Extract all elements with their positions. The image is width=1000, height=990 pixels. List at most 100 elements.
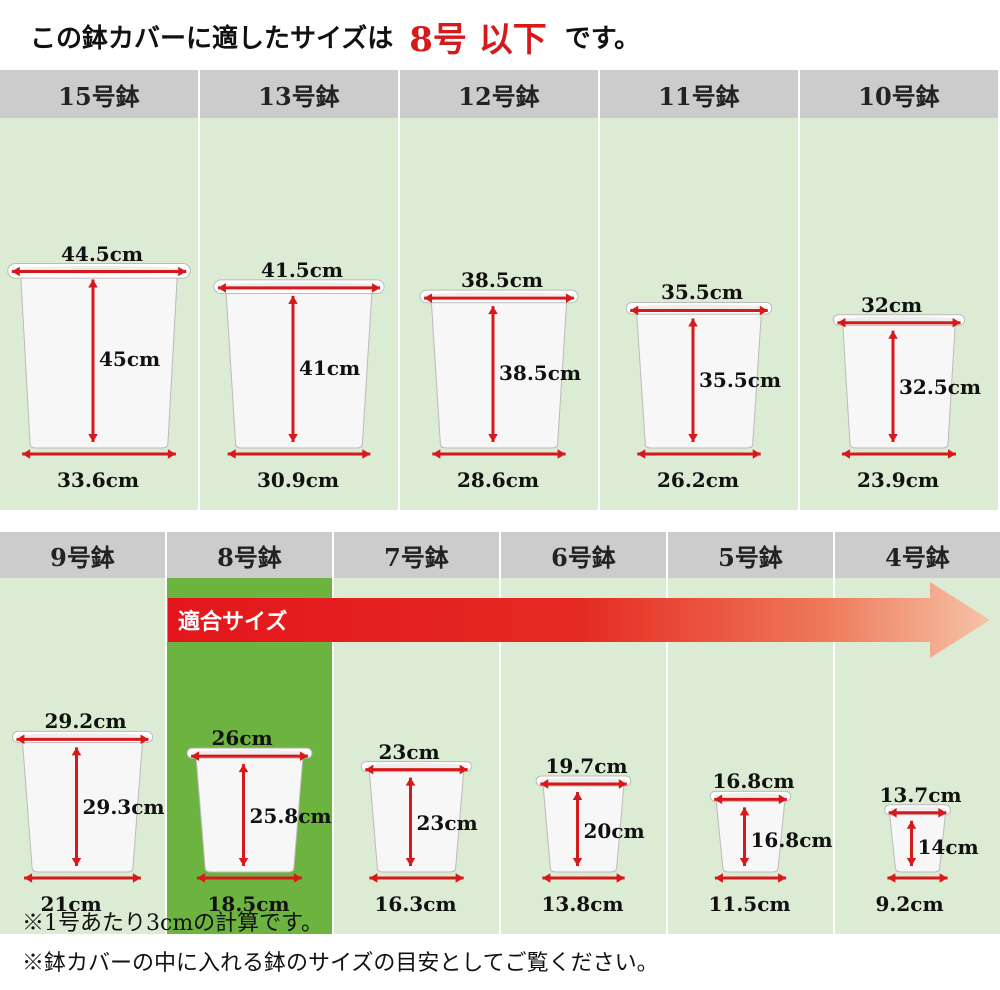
pot-size-header: 13号鉢 [200, 70, 398, 118]
height-label: 23cm [416, 811, 478, 836]
top-diameter-label: 26cm [211, 726, 273, 751]
pot-drawing [11, 730, 154, 883]
bottom-diameter-label: 9.2cm [875, 892, 944, 916]
pot-column-11号鉢: 11号鉢 35.5cm 35.5cm 26.2cm [600, 70, 798, 510]
bottom-diameter-arrow [227, 449, 371, 459]
pot-drawing [419, 289, 579, 459]
pot-size-header: 4号鉢 [835, 532, 1000, 578]
top-diameter-label: 32cm [861, 292, 923, 317]
pot-drawing [186, 747, 313, 883]
pot-drawing [832, 314, 966, 459]
pot-column-12号鉢: 12号鉢 38.5cm 38.5cm 28.6cm [400, 70, 598, 510]
height-label: 25.8cm [249, 803, 332, 828]
pot-size-header: 10号鉢 [800, 70, 998, 118]
height-label: 35.5cm [699, 367, 782, 392]
top-diameter-label: 35.5cm [661, 280, 744, 305]
bottom-diameter-label: 26.2cm [657, 468, 740, 492]
height-arrow [88, 279, 98, 442]
top-diameter-label: 38.5cm [461, 268, 544, 293]
pot-drawing [7, 263, 191, 459]
top-diameter-arrow [714, 794, 787, 805]
top-diameter-arrow [191, 751, 308, 761]
height-arrow [238, 764, 249, 866]
title-suffix: です。 [564, 23, 641, 54]
bottom-diameter-arrow [842, 449, 956, 459]
note-1: ※1号あたり3cmの計算です。 [22, 911, 323, 936]
pot-drawing [709, 790, 792, 883]
pot-size-header: 6号鉢 [501, 532, 666, 578]
top-diameter-label: 19.7cm [545, 754, 628, 778]
height-label: 32.5cm [899, 374, 982, 399]
bottom-diameter-label: 13.8cm [541, 892, 624, 916]
height-arrow [739, 807, 750, 866]
pot-size-header: 9号鉢 [0, 532, 165, 578]
note-2: ※鉢カバーの中に入れる鉢のサイズの目安としてご覧ください。 [22, 951, 659, 976]
bottom-diameter-arrow [714, 873, 787, 883]
height-arrow [288, 295, 298, 442]
height-label: 29.3cm [82, 794, 165, 819]
page-title: この鉢カバーに適したサイズは 8号 以下 です。 [30, 16, 641, 60]
bottom-diameter-label: 23.9cm [857, 468, 940, 492]
height-label: 20cm [583, 819, 645, 844]
bottom-diameter-label: 16.3cm [374, 892, 457, 916]
bottom-diameter-arrow [432, 449, 566, 459]
height-arrow [71, 747, 82, 866]
height-arrow [405, 777, 416, 866]
pot-size-header: 5号鉢 [668, 532, 833, 578]
top-diameter-arrow [16, 734, 149, 745]
height-label: 41cm [299, 355, 361, 380]
pot-shape [7, 263, 191, 449]
fit-arrow-shape [168, 582, 990, 658]
top-diameter-label: 29.2cm [44, 709, 127, 734]
title-prefix: この鉢カバーに適したサイズは [30, 23, 394, 54]
height-arrow [906, 820, 917, 866]
top-diameter-arrow [217, 283, 381, 293]
top-diameter-label: 23cm [378, 739, 440, 764]
height-label: 45cm [99, 346, 161, 371]
top-diameter-arrow [11, 266, 187, 277]
bottom-diameter-arrow [887, 873, 948, 883]
height-label: 16.8cm [750, 827, 833, 852]
bottom-diameter-label: 18.5cm [207, 892, 290, 916]
top-diameter-arrow [630, 305, 768, 316]
pot-column-15号鉢: 15号鉢 44.5cm 45cm 33.6cm [0, 70, 198, 510]
height-label: 38.5cm [499, 361, 582, 386]
pot-column-9号鉢: 9号鉢 29.2cm 29.3cm 21cm [0, 532, 165, 934]
pot-size-header: 8号鉢 [167, 532, 332, 578]
pot-column-13号鉢: 13号鉢 41.5cm 41cm 30.9cm [200, 70, 398, 510]
top-diameter-label: 13.7cm [879, 782, 962, 807]
bottom-diameter-arrow [542, 873, 625, 883]
pot-size-header: 15号鉢 [0, 70, 198, 118]
bottom-diameter-arrow [22, 449, 176, 459]
pot-drawing [360, 761, 473, 883]
bottom-diameter-label: 21cm [40, 892, 102, 916]
fit-size-label: 適合サイズ [178, 610, 288, 635]
top-diameter-label: 41.5cm [261, 257, 344, 282]
pot-drawing [535, 775, 632, 883]
bottom-diameter-arrow [24, 873, 141, 883]
pot-drawing [884, 804, 951, 883]
height-arrow [572, 792, 583, 866]
pot-size-header: 12号鉢 [400, 70, 598, 118]
bottom-diameter-label: 28.6cm [457, 468, 540, 492]
pot-size-header: 7号鉢 [334, 532, 499, 578]
top-diameter-arrow [540, 779, 627, 789]
bottom-diameter-label: 33.6cm [57, 468, 140, 492]
pot-shape [360, 761, 473, 873]
height-label: 14cm [917, 835, 979, 860]
top-diameter-label: 44.5cm [61, 241, 144, 266]
pot-size-header: 11号鉢 [600, 70, 798, 118]
pot-shape [832, 314, 966, 449]
bottom-diameter-label: 30.9cm [257, 468, 340, 492]
top-diameter-arrow [888, 808, 947, 818]
top-diameter-arrow [837, 317, 961, 328]
height-arrow [688, 318, 698, 442]
pot-drawing [625, 301, 773, 459]
height-arrow [888, 330, 898, 442]
bottom-diameter-label: 11.5cm [708, 892, 791, 916]
top-diameter-arrow [365, 764, 468, 775]
top-diameter-label: 16.8cm [712, 769, 795, 794]
bottom-diameter-arrow [637, 449, 761, 459]
pot-column-7号鉢: 7号鉢 23cm 23cm 16.3cm [334, 532, 499, 934]
